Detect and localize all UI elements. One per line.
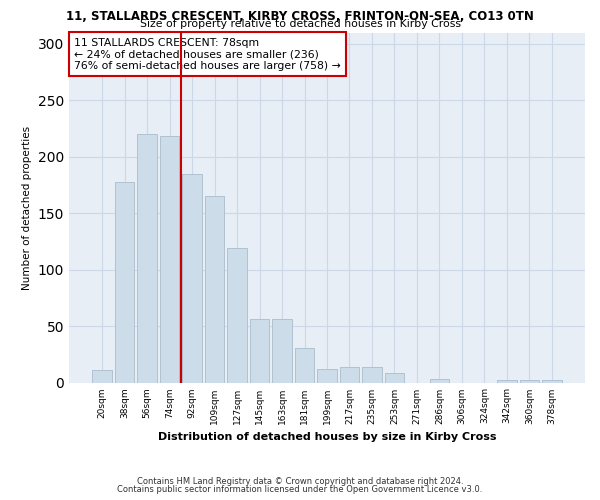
Bar	[542, 380, 562, 382]
Text: Size of property relative to detached houses in Kirby Cross: Size of property relative to detached ho…	[139, 19, 461, 29]
Bar	[272, 320, 292, 382]
Text: Contains HM Land Registry data © Crown copyright and database right 2024.: Contains HM Land Registry data © Crown c…	[137, 477, 463, 486]
Bar	[92, 370, 112, 382]
Bar	[137, 134, 157, 382]
Text: 11 STALLARDS CRESCENT: 78sqm
← 24% of detached houses are smaller (236)
76% of s: 11 STALLARDS CRESCENT: 78sqm ← 24% of de…	[74, 38, 341, 71]
Bar	[227, 248, 247, 382]
Bar	[205, 196, 224, 382]
Bar	[295, 348, 314, 382]
Bar	[385, 374, 404, 382]
Bar	[317, 369, 337, 382]
Bar	[362, 366, 382, 382]
Bar	[115, 182, 134, 382]
Bar	[340, 366, 359, 382]
Text: 11, STALLARDS CRESCENT, KIRBY CROSS, FRINTON-ON-SEA, CO13 0TN: 11, STALLARDS CRESCENT, KIRBY CROSS, FRI…	[66, 10, 534, 23]
Bar	[430, 379, 449, 382]
X-axis label: Distribution of detached houses by size in Kirby Cross: Distribution of detached houses by size …	[158, 432, 496, 442]
Bar	[160, 136, 179, 382]
Bar	[250, 320, 269, 382]
Bar	[520, 380, 539, 382]
Text: Contains public sector information licensed under the Open Government Licence v3: Contains public sector information licen…	[118, 485, 482, 494]
Y-axis label: Number of detached properties: Number of detached properties	[22, 126, 32, 290]
Bar	[182, 174, 202, 382]
Bar	[497, 380, 517, 382]
